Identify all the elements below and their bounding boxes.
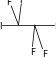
Text: F: F bbox=[43, 49, 48, 57]
Text: I: I bbox=[0, 21, 2, 30]
Text: F: F bbox=[30, 47, 35, 56]
Text: F: F bbox=[19, 0, 24, 5]
Text: I: I bbox=[54, 21, 56, 30]
Text: F: F bbox=[6, 0, 11, 7]
